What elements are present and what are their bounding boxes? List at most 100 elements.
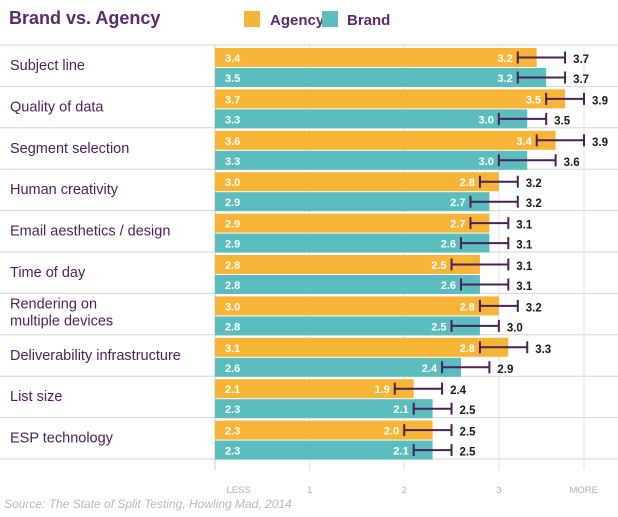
range-high-label-agency: 3.1 <box>516 220 533 232</box>
range-low-label-agency: 3.4 <box>516 136 532 148</box>
range-high-label-brand: 3.2 <box>526 198 542 210</box>
bar-value-brand: 3.5 <box>225 73 240 85</box>
range-high-label-agency: 2.4 <box>450 385 467 397</box>
bar-value-agency: 3.0 <box>225 177 240 189</box>
category-label: List size <box>10 389 62 405</box>
bar-value-brand: 3.3 <box>225 156 240 168</box>
bar-agency <box>215 255 480 274</box>
category-label-line: Deliverability infrastructure <box>10 348 181 364</box>
range-low-label-agency: 2.8 <box>460 177 475 189</box>
range-low-label-agency: 2.8 <box>460 301 475 313</box>
bar-brand <box>215 440 433 460</box>
category-label-line: Segment selection <box>10 141 129 157</box>
bar-agency <box>215 296 499 316</box>
legend-label-brand: Brand <box>347 12 390 29</box>
category-label-line: multiple devices <box>10 313 113 329</box>
range-high-label-agency: 3.2 <box>526 302 542 314</box>
x-tick-label: MORE <box>570 485 599 496</box>
range-high-label-brand: 3.7 <box>573 74 589 86</box>
category-label: Email aesthetics / design <box>10 224 170 240</box>
range-low-label-brand: 2.7 <box>450 197 465 209</box>
bar-agency <box>215 48 537 67</box>
bar-value-agency: 2.3 <box>225 426 240 438</box>
bar-value-agency: 2.1 <box>225 384 240 396</box>
x-tick-label: 1 <box>307 485 312 496</box>
bar-brand <box>215 233 490 253</box>
bar-agency <box>215 379 414 399</box>
range-low-label-agency: 3.5 <box>526 94 541 106</box>
range-high-label-agency: 3.9 <box>592 95 608 107</box>
bar-value-agency: 3.0 <box>225 301 240 313</box>
range-low-label-brand: 3.2 <box>497 73 512 85</box>
category-label: Rendering on multiple devices <box>10 296 113 329</box>
bar-agency <box>215 420 433 440</box>
category-label-line: List size <box>10 389 62 405</box>
bar-brand <box>215 68 547 87</box>
category-label-line: Subject line <box>10 58 85 74</box>
range-low-label-agency: 2.7 <box>450 219 465 231</box>
range-low-label-brand: 2.1 <box>393 404 408 416</box>
x-tick-label: 2 <box>402 485 407 496</box>
range-high-label-brand: 3.0 <box>507 322 523 334</box>
range-low-label-brand: 2.6 <box>441 280 456 292</box>
source-note: Source: The State of Split Testing, Howl… <box>4 497 292 511</box>
legend-label-agency: Agency <box>270 12 325 29</box>
range-low-label-brand: 3.0 <box>479 156 494 168</box>
plot-area: Subject line 3.4 3.2 3.7 3.5 3.2 3.7 Quality of… <box>0 44 618 496</box>
bar-value-agency: 3.1 <box>225 343 240 355</box>
range-low-label-agency: 2.0 <box>384 426 399 438</box>
range-high-label-agency: 2.5 <box>460 427 477 439</box>
bar-value-brand: 2.3 <box>225 446 240 458</box>
x-tick-label: 3 <box>496 485 501 496</box>
bar-value-agency: 3.6 <box>225 136 240 148</box>
bar-value-brand: 2.9 <box>225 197 240 209</box>
range-high-label-brand: 2.9 <box>497 364 513 376</box>
range-high-label-brand: 3.5 <box>554 115 571 127</box>
legend-swatch-agency <box>244 11 260 27</box>
bar-brand <box>215 275 480 294</box>
range-low-label-agency: 3.2 <box>497 53 512 65</box>
bar-brand <box>215 109 528 129</box>
bar-agency <box>215 130 556 150</box>
bar-agency <box>215 213 490 233</box>
bar-value-brand: 2.3 <box>225 404 240 416</box>
bar-brand <box>215 357 461 377</box>
category-label: Subject line <box>10 58 85 74</box>
range-high-label-brand: 3.1 <box>516 240 533 252</box>
category-label: Human creativity <box>10 182 119 198</box>
bar-brand <box>215 150 528 170</box>
range-high-label-agency: 3.7 <box>573 54 589 66</box>
category-label: Time of day <box>10 265 86 281</box>
range-high-label-brand: 2.5 <box>460 405 477 417</box>
bar-value-agency: 2.8 <box>225 260 240 272</box>
range-low-label-brand: 3.0 <box>479 114 494 126</box>
bar-brand <box>215 192 490 212</box>
bar-value-brand: 2.9 <box>225 239 240 251</box>
bar-value-agency: 2.9 <box>225 219 240 231</box>
category-label-line: Human creativity <box>10 182 119 198</box>
range-high-label-agency: 3.3 <box>535 344 551 356</box>
bar-agency <box>215 89 566 109</box>
category-label-line: ESP technology <box>10 431 114 447</box>
bar-agency <box>215 337 509 357</box>
x-tick-label: LESS <box>227 485 251 496</box>
range-high-label-agency: 3.2 <box>526 178 542 190</box>
range-low-label-agency: 2.8 <box>460 343 475 355</box>
bar-brand <box>215 316 480 336</box>
bar-value-brand: 2.8 <box>225 280 240 292</box>
legend-swatch-brand <box>322 11 338 27</box>
range-low-label-brand: 2.6 <box>441 239 456 251</box>
range-high-label-agency: 3.1 <box>516 261 533 273</box>
category-label-line: Quality of data <box>10 99 104 115</box>
chart-title: Brand vs. Agency <box>9 8 160 28</box>
category-label-line: Time of day <box>10 265 86 281</box>
range-high-label-brand: 3.1 <box>516 281 533 293</box>
category-label: Deliverability infrastructure <box>10 348 181 364</box>
bar-value-brand: 2.8 <box>225 321 240 333</box>
bar-brand <box>215 399 433 419</box>
legend: Agency Brand <box>244 11 390 29</box>
range-high-label-brand: 2.5 <box>460 447 477 459</box>
bar-value-brand: 3.3 <box>225 114 240 126</box>
bar-value-agency: 3.4 <box>225 53 241 65</box>
range-high-label-brand: 3.6 <box>564 157 580 169</box>
